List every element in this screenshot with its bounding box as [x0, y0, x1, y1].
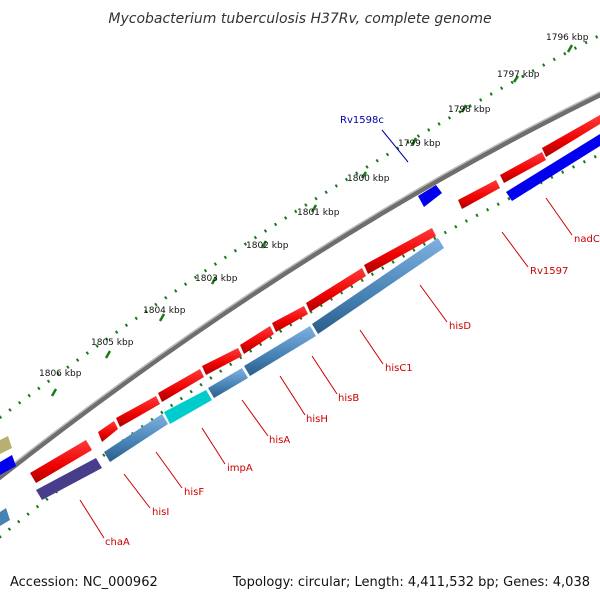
gene-label-hisi: hisI [152, 507, 169, 518]
gene-hisc1[interactable] [244, 326, 316, 376]
gene-chaa[interactable] [36, 458, 102, 500]
gene-hisb[interactable] [272, 306, 308, 332]
gene-forward-2[interactable] [542, 115, 600, 157]
gene-label-hisc1: hisC1 [385, 363, 413, 374]
gene-hisc1-forward[interactable] [306, 268, 366, 312]
gene-edge-small[interactable] [0, 508, 10, 526]
gene-hisa[interactable] [202, 348, 242, 375]
gene-edge-olive[interactable] [0, 436, 12, 454]
tick-label-1805: 1805 kbp [91, 338, 134, 348]
genome-summary-text: Topology: circular; Length: 4,411,532 bp… [232, 575, 590, 590]
forward-genes [30, 115, 600, 483]
label-leaders [79, 197, 573, 539]
gene-hisd-forward[interactable] [364, 228, 436, 274]
tick-label-1803: 1803 kbp [195, 274, 238, 284]
gene-label-hisf: hisF [184, 487, 204, 498]
gene-hisi[interactable] [116, 396, 160, 427]
genome-backbone-highlight [0, 91, 600, 476]
gene-hisb-reverse[interactable] [208, 368, 248, 398]
gene-label-impa: impA [227, 463, 253, 474]
gene-small-forward[interactable] [98, 421, 118, 442]
tick-label-1796: 1796 kbp [546, 33, 589, 43]
gene-hisd[interactable] [312, 238, 444, 334]
gene-label-chaa: chaA [105, 537, 130, 548]
gene-nadc[interactable] [506, 134, 600, 201]
gene-label-hisb: hisB [338, 393, 359, 404]
gene-rv1598c[interactable] [418, 185, 442, 207]
gene-forward-1[interactable] [500, 152, 546, 183]
tick-label-1798: 1798 kbp [448, 105, 491, 115]
accession-text: Accession: NC_000962 [10, 575, 158, 590]
gene-hisf[interactable] [158, 369, 204, 402]
gene-label-hisa: hisA [269, 435, 290, 446]
gene-label-hisd: hisD [449, 321, 471, 332]
gene-chaa-forward[interactable] [30, 440, 92, 483]
gene-edge-blue[interactable] [0, 455, 16, 475]
major-ticks [50, 44, 574, 397]
tick-label-1800: 1800 kbp [347, 174, 390, 184]
reverse-genes [36, 134, 600, 500]
gene-label-rv1597: Rv1597 [530, 266, 568, 277]
tick-label-1797: 1797 kbp [497, 70, 540, 80]
rv1598c-leader [381, 129, 409, 163]
gene-label-rv1598c: Rv1598c [340, 115, 384, 126]
gene-label-hish: hisH [306, 414, 328, 425]
genome-backbone [0, 92, 600, 481]
tick-label-1799: 1799 kbp [398, 139, 441, 149]
inner-tick-ring [0, 152, 600, 539]
tick-label-1806: 1806 kbp [39, 369, 82, 379]
left-edge-genes [0, 436, 16, 526]
tick-label-1802: 1802 kbp [246, 241, 289, 251]
coordinate-ring [0, 33, 600, 420]
gene-label-nadc: nadC [574, 234, 600, 245]
gene-impa[interactable] [164, 390, 212, 424]
gene-hish[interactable] [240, 326, 274, 354]
gene-hisf-reverse[interactable] [104, 414, 168, 462]
map-title: Mycobacterium tuberculosis H37Rv, comple… [108, 11, 491, 27]
gene-rv1597[interactable] [458, 180, 500, 209]
tick-label-1801: 1801 kbp [297, 208, 340, 218]
tick-label-1804: 1804 kbp [143, 306, 186, 316]
